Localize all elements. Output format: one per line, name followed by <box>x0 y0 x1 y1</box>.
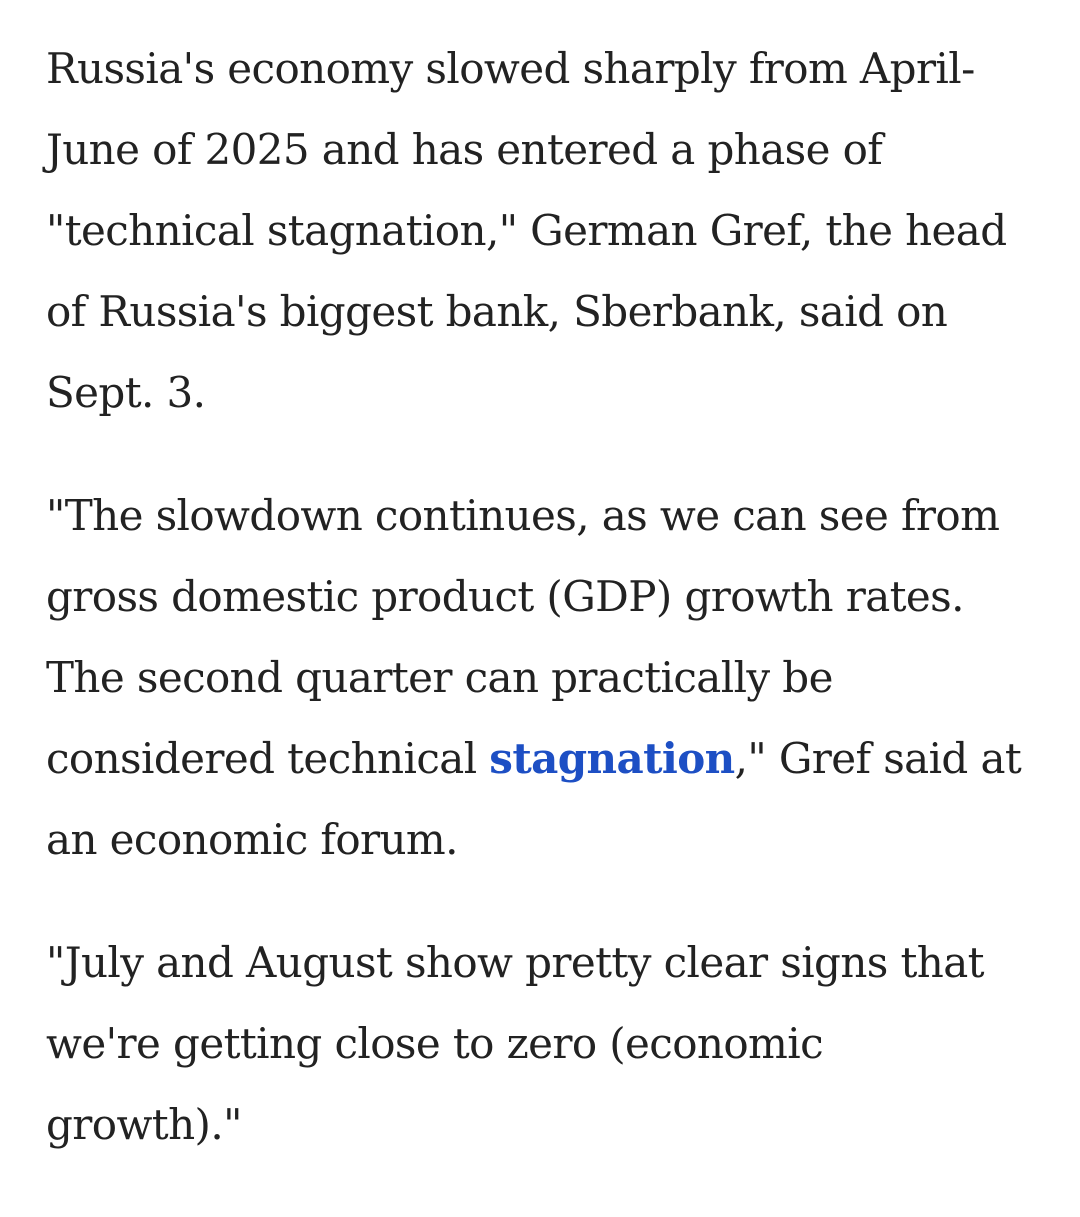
text-line: "July and August show pretty clear signs… <box>46 938 985 987</box>
text-line: "The slowdown continues, as we can see f… <box>46 491 1000 540</box>
paragraph-1: Russia's economy slowed sharply from Apr… <box>46 28 1046 433</box>
text-line: considered technical <box>46 734 490 783</box>
paragraph-3: "July and August show pretty clear signs… <box>46 922 1046 1165</box>
text-line: June of 2025 and has entered a phase of <box>46 125 883 174</box>
text-line: growth)." <box>46 1100 242 1149</box>
text-line: Sept. 3. <box>46 368 206 417</box>
article-body: Russia's economy slowed sharply from Apr… <box>46 28 1046 1207</box>
text-line: an economic forum. <box>46 815 459 864</box>
text-line: "technical stagnation," German Gref, the… <box>46 206 1007 255</box>
stagnation-link[interactable]: stagnation <box>489 734 735 783</box>
text-line: The second quarter can practically be <box>46 653 833 702</box>
text-line: we're getting close to zero (economic <box>46 1019 824 1068</box>
text-line: Russia's economy slowed sharply from Apr… <box>46 44 975 93</box>
text-line: of Russia's biggest bank, Sberbank, said… <box>46 287 948 336</box>
text-line: gross domestic product (GDP) growth rate… <box>46 572 964 621</box>
paragraph-2: "The slowdown continues, as we can see f… <box>46 475 1046 880</box>
text-line: ," Gref said at <box>734 734 1022 783</box>
